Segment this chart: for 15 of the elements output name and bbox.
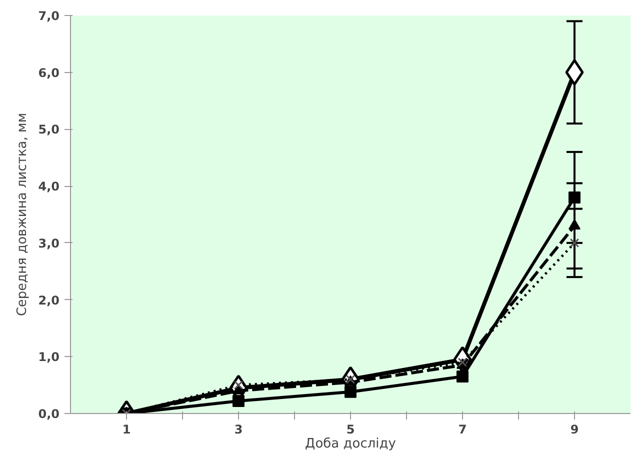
- y-tick-label: 1,0: [38, 350, 60, 364]
- x-tick-label: 5: [346, 422, 355, 436]
- x-tick-label: 9: [570, 422, 579, 436]
- y-tick-label: 5,0: [38, 122, 60, 137]
- x-axis-title: Доба досліду: [305, 436, 396, 452]
- y-tick-label: 6,0: [38, 66, 60, 80]
- y-tick-label: 7,0: [38, 9, 60, 23]
- y-tick-label: 2,0: [38, 293, 60, 308]
- y-tick-label: 4,0: [38, 180, 60, 194]
- x-tick-label: 3: [234, 422, 243, 436]
- x-tick-label: 7: [458, 422, 467, 436]
- y-axis-title: Середня довжина листка, мм: [15, 112, 30, 316]
- x-tick-label: 1: [122, 422, 131, 436]
- y-tick-label: 3,0: [38, 236, 60, 250]
- y-tick-label: 0,0: [38, 407, 60, 421]
